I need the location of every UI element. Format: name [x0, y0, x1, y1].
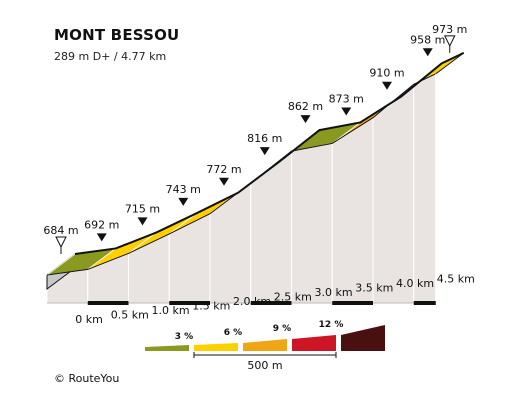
distance-tick-label: 3.0 km [314, 286, 352, 299]
elevation-label: 692 m [84, 218, 119, 231]
legend-grade-label: 12 % [319, 320, 344, 330]
profile-subtitle: 289 m D+ / 4.77 km [54, 50, 167, 63]
profile-wall [46, 73, 437, 304]
elevation-label: 973 m [432, 23, 467, 36]
elevation-label: 772 m [206, 163, 241, 176]
routeyou-copyright: © RouteYou [54, 372, 120, 385]
elevation-label: 715 m [125, 202, 160, 215]
distance-tick-label: 4.5 km [437, 273, 475, 286]
elevation-label: 684 m [43, 224, 78, 237]
baseline-km-block [413, 301, 436, 305]
km-marker-triangle [219, 177, 229, 186]
elevation-label: 958 m [410, 33, 445, 46]
elevation-label: 862 m [288, 100, 323, 113]
legend-swatch [243, 339, 287, 351]
scale-label: 500 m [247, 359, 282, 372]
front-ridge-line [46, 73, 436, 276]
wall-segment [413, 73, 437, 304]
legend-grade-label: 3 % [175, 332, 193, 342]
km-marker-triangle [96, 233, 107, 242]
elevation-markers: 684 m 692 m 715 m 743 m 772 m 816 m 862 m 873 m… [43, 23, 467, 254]
end-marker-triangle [443, 35, 456, 47]
wall-segment [372, 83, 415, 304]
distance-ticks: 0 km 0.5 km 1.0 km 1.5 km 2.0 km 2.5 km 3.0 km… [47, 273, 475, 326]
distance-tick-label: 1.5 km [192, 300, 230, 313]
profile-front-edge [46, 51, 465, 303]
elevation-label: 873 m [329, 92, 364, 105]
wall-segment [209, 182, 252, 304]
end-edge [435, 52, 465, 75]
km-marker-triangle [259, 147, 270, 156]
elevation-label: 743 m [166, 183, 201, 196]
baseline-km-block [169, 301, 210, 305]
km-marker-triangle [178, 197, 189, 206]
km-marker-triangle [341, 107, 352, 116]
legend-swatch [194, 343, 238, 351]
distance-tick-label: 1.0 km [151, 304, 189, 317]
legend-grade-label: 9 % [273, 324, 291, 334]
wall-segment [250, 150, 292, 304]
legend-swatch [341, 325, 385, 351]
distance-tick-label: 0 km [75, 313, 103, 326]
distance-tick-label: 2.5 km [274, 291, 312, 304]
legend-grade-label: 6 % [224, 328, 242, 338]
profile-title: MONT BESSOU [54, 26, 180, 44]
wall-segment [291, 142, 333, 304]
start-marker-triangle [55, 236, 67, 249]
distance-tick-label: 0.5 km [111, 309, 149, 322]
distance-tick-label: 4.0 km [396, 277, 434, 290]
elevation-label: 816 m [247, 132, 282, 145]
gradient-legend: 3 % 6 % 9 % 12 % 500 m [145, 320, 385, 372]
distance-tick-label: 3.5 km [355, 282, 393, 295]
km-marker-triangle [382, 81, 392, 90]
legend-swatch [292, 335, 336, 351]
baseline-km-block [87, 301, 129, 305]
elevation-label: 910 m [369, 67, 404, 80]
km-marker-triangle [422, 48, 433, 57]
back-ridge-line [74, 51, 465, 255]
baseline-km-block [250, 301, 292, 305]
legend-swatch [145, 345, 189, 351]
km-marker-triangle [137, 217, 148, 226]
distance-tick-label: 2.0 km [233, 295, 271, 308]
km-marker-triangle [300, 115, 311, 124]
wall-segment [331, 116, 374, 304]
baseline-km-block [332, 301, 373, 305]
